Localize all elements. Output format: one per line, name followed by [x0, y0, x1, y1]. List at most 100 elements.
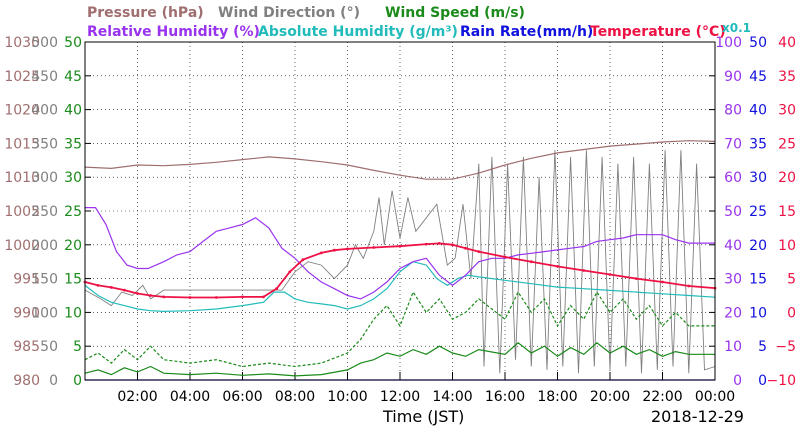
y-tick-temp: 15 [778, 204, 796, 220]
y-tick-wind-dir: 450 [31, 69, 58, 85]
y-tick-wind-dir: 0 [49, 373, 58, 389]
y-tick-rh: 30 [724, 272, 742, 288]
y-tick-pressure: 1025 [4, 69, 40, 85]
temperature-point [241, 295, 244, 299]
y-tick-wind-dir: 200 [31, 238, 58, 254]
temperature-point [608, 273, 612, 276]
series-line-wind-speed [84, 342, 715, 377]
temperature-point [109, 286, 113, 289]
temperature-point [424, 242, 428, 246]
x-tick-label: 14:00 [432, 389, 472, 405]
series-line-gust [84, 290, 715, 368]
legend-pressure: Pressure (hPa) [87, 5, 204, 21]
plot-frame [84, 41, 716, 381]
temperature-point [288, 270, 292, 274]
legend-rain-rate: Rain Rate(mm/h) [460, 24, 593, 40]
x-tick-label: 00:00 [695, 389, 735, 405]
temperature-point [464, 246, 467, 250]
y-tick-pressure: 995 [13, 272, 40, 288]
y-tick-pressure: 1030 [4, 35, 40, 51]
y-tick-rh: 40 [724, 238, 742, 254]
legend: Pressure (hPa) Wind Direction (°) Wind S… [87, 5, 751, 40]
y-tick-rain: 20 [749, 238, 767, 254]
y-tick-temp: 0 [787, 305, 796, 321]
y-tick-temp: −5 [775, 339, 796, 355]
y-tick-temp: 35 [778, 69, 796, 85]
temperature-point [149, 294, 153, 297]
y-tick-rain: 35 [749, 136, 767, 152]
y-tick-pressure: 1005 [4, 204, 40, 220]
y-tick-temp: 5 [787, 272, 796, 288]
series-line-ah [84, 261, 716, 313]
y-tick-temp: −10 [766, 373, 796, 389]
y-tick-temp: 10 [778, 238, 796, 254]
temperature-point [123, 288, 126, 292]
grid [85, 42, 715, 380]
y-tick-wind-dir: 300 [31, 170, 58, 186]
y-tick-wind-speed: 10 [64, 305, 82, 321]
y-tick-wind-speed: 0 [73, 373, 82, 389]
x-tick-label: 10:00 [327, 389, 367, 405]
temperature-point [451, 243, 454, 247]
y-tick-wind-speed: 35 [64, 136, 82, 152]
y-tick-temp: 30 [778, 103, 796, 119]
temperature-point [136, 292, 139, 295]
temperature-point [162, 295, 166, 299]
temperature-point [634, 277, 638, 280]
y-tick-pressure: 990 [13, 305, 40, 321]
y-tick-rh: 60 [724, 170, 742, 186]
temperature-point [188, 296, 192, 299]
x-axis-label: Time (JST) [382, 407, 464, 426]
x-tick-label: 08:00 [275, 389, 315, 405]
series-line-pressure [84, 140, 716, 180]
y-tick-rh: 0 [733, 373, 742, 389]
legend-temperature: Temperature (°C) [590, 24, 726, 40]
x-tick-label: 12:00 [380, 389, 420, 405]
date-label: 2018-12-29 [651, 407, 744, 426]
y-tick-wind-speed: 50 [64, 35, 82, 51]
y-tick-wind-speed: 25 [64, 204, 82, 220]
legend-relative-humidity: Relative Humidity (%) [87, 24, 260, 40]
temperature-point [214, 296, 218, 299]
y-tick-wind-dir: 400 [31, 103, 58, 119]
legend-ah-scale: x0.1 [722, 21, 751, 35]
y-tick-temp: 20 [778, 170, 796, 186]
y-tick-wind-dir: 100 [31, 305, 58, 321]
temperature-point [275, 287, 278, 291]
y-tick-rh: 90 [724, 69, 742, 85]
y-tick-wind-dir: 500 [31, 35, 58, 51]
y-tick-wind-speed: 30 [64, 170, 82, 186]
temperature-point [262, 295, 265, 299]
temperature-point [582, 269, 586, 272]
y-tick-pressure: 1000 [4, 238, 40, 254]
y-tick-rh: 100 [715, 35, 742, 51]
y-tick-rain: 15 [749, 272, 767, 288]
legend-wind-speed: Wind Speed (m/s) [385, 5, 525, 21]
y-tick-rain: 0 [758, 373, 767, 389]
y-tick-wind-speed: 20 [64, 238, 82, 254]
temperature-point [301, 258, 305, 262]
x-tick-label: 18:00 [537, 389, 577, 405]
y-tick-wind-speed: 15 [64, 272, 82, 288]
temperature-point [398, 244, 402, 248]
legend-absolute-humidity: Absolute Humidity (g/m³) [258, 24, 458, 40]
y-tick-rh: 50 [724, 204, 742, 220]
temperature-point [319, 251, 323, 255]
x-tick-label: 16:00 [485, 389, 525, 405]
y-tick-rain: 45 [749, 69, 767, 85]
y-tick-pressure: 1020 [4, 103, 40, 119]
x-tick-label: 20:00 [590, 389, 630, 405]
temperature-point [529, 260, 533, 264]
y-tick-wind-speed: 5 [73, 339, 82, 355]
temperature-point [372, 246, 376, 249]
y-tick-rh: 20 [724, 305, 742, 321]
temperature-point [333, 248, 336, 252]
series-line-rh [85, 207, 715, 300]
y-tick-rain: 5 [758, 339, 767, 355]
y-tick-rh: 10 [724, 339, 742, 355]
y-tick-pressure: 1010 [4, 170, 40, 186]
y-tick-rh: 70 [724, 136, 742, 152]
temperature-point [438, 242, 441, 245]
